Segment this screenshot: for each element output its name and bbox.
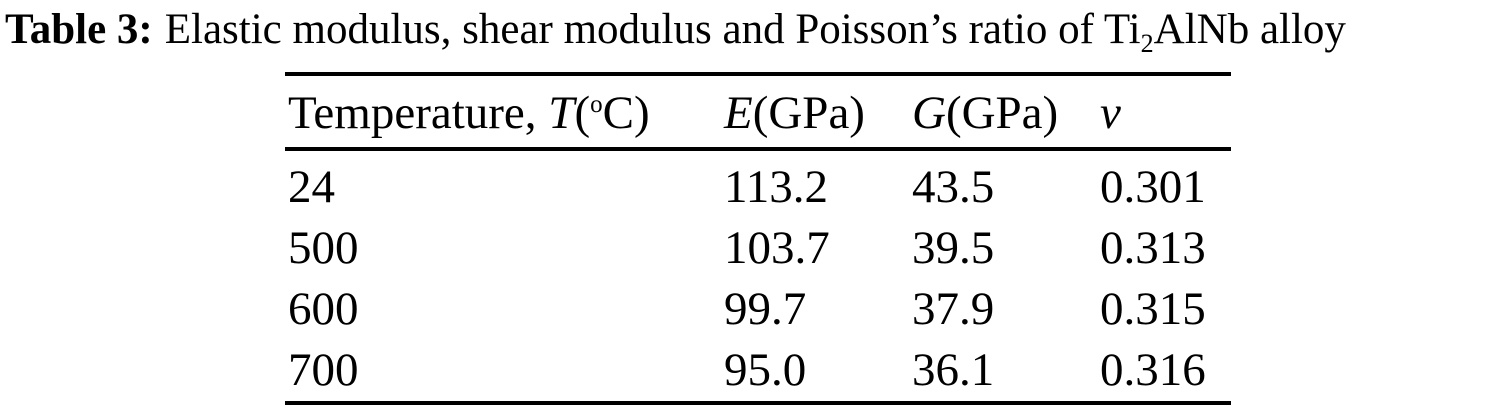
header-e-unit: (GPa) [752, 87, 865, 139]
cell-poissons-ratio: 0.315 [1100, 283, 1206, 335]
cell-poissons-ratio: 0.316 [1100, 344, 1206, 396]
cell-shear-modulus: 37.9 [912, 283, 995, 335]
header-shear-modulus: G(GPa) [912, 86, 1100, 140]
elastic-properties-table: Temperature, T(oC) E(GPa) G(GPa) ν 24 11… [285, 72, 1231, 405]
cell-shear-modulus: 39.5 [912, 222, 995, 274]
table-header-row: Temperature, T(oC) E(GPa) G(GPa) ν [285, 76, 1231, 147]
degree-superscript: o [590, 91, 603, 118]
header-e-symbol: E [724, 87, 753, 139]
cell-poissons-ratio: 0.313 [1100, 222, 1206, 274]
table-top-rule [285, 72, 1231, 76]
header-temperature-unit-open: ( [574, 87, 591, 139]
header-g-symbol: G [912, 87, 946, 139]
cell-temperature: 24 [288, 161, 335, 213]
header-temperature-label: Temperature, [288, 87, 549, 139]
cell-temperature: 700 [288, 344, 359, 396]
table-header-rule [285, 147, 1231, 151]
caption-pre-subscript: Elastic modulus, shear modulus and Poiss… [164, 6, 1141, 53]
cell-temperature: 500 [288, 222, 359, 274]
header-elastic-modulus: E(GPa) [724, 86, 912, 140]
table-row: 500 103.7 39.5 0.313 [285, 218, 1231, 279]
table-row: 700 95.0 36.1 0.316 [285, 340, 1231, 401]
header-poissons-ratio: ν [1100, 86, 1231, 140]
header-g-unit: (GPa) [945, 87, 1059, 139]
cell-shear-modulus: 43.5 [912, 161, 995, 213]
table-caption-text: Elastic modulus, shear modulus and Poiss… [164, 6, 1346, 57]
header-temperature-unit-close: C) [602, 87, 650, 139]
table-row: 600 99.7 37.9 0.315 [285, 279, 1231, 340]
cell-poissons-ratio: 0.301 [1100, 161, 1206, 213]
table-body: 24 113.2 43.5 0.301 500 103.7 39.5 0.313… [285, 151, 1231, 401]
header-nu-symbol: ν [1100, 87, 1121, 139]
header-temperature: Temperature, T(oC) [285, 86, 724, 140]
table-bottom-rule [285, 401, 1231, 405]
caption-chemical-subscript: 2 [1140, 29, 1154, 58]
table-row: 24 113.2 43.5 0.301 [285, 157, 1231, 218]
cell-shear-modulus: 36.1 [912, 344, 995, 396]
cell-elastic-modulus: 99.7 [724, 283, 807, 335]
cell-elastic-modulus: 95.0 [724, 344, 807, 396]
table-caption: Table 3: Elastic modulus, shear modulus a… [5, 2, 1346, 58]
caption-post-subscript: AlNb alloy [1153, 6, 1346, 53]
cell-temperature: 600 [288, 283, 359, 335]
cell-elastic-modulus: 113.2 [724, 161, 829, 213]
cell-elastic-modulus: 103.7 [724, 222, 830, 274]
table-caption-label: Table 3: [5, 6, 153, 53]
header-temperature-symbol: T [548, 87, 575, 139]
